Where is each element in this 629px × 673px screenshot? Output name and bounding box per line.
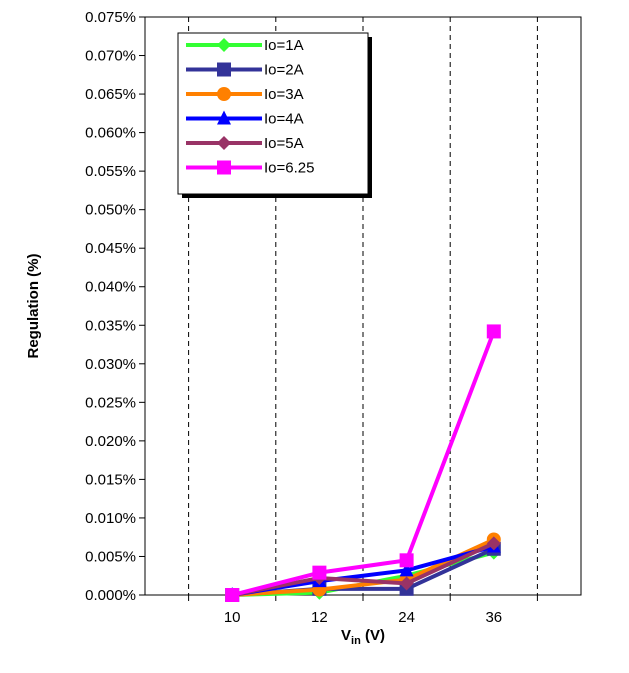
data-point — [399, 562, 414, 577]
legend-entry: Io=6.25 — [186, 160, 314, 177]
y-tick-label: 0.065% — [85, 86, 136, 103]
y-tick-label: 0.030% — [85, 356, 136, 373]
y-tick-label: 0.015% — [85, 471, 136, 488]
x-axis-title-unit: (V) — [361, 627, 385, 644]
y-axis-title: Regulation (%) — [25, 254, 42, 359]
x-axis-ticks: 10 12 24 36 — [188, 595, 538, 626]
y-tick-label: 0.050% — [85, 202, 136, 219]
legend-label: Io=6.25 — [264, 160, 314, 177]
series-line — [231, 541, 495, 597]
data-point — [399, 553, 414, 568]
y-tick-label: 0.010% — [85, 510, 136, 527]
legend-label: Io=3A — [264, 86, 304, 103]
y-tick-label: 0.045% — [85, 240, 136, 257]
data-point — [312, 565, 327, 580]
y-tick-label: 0.005% — [85, 548, 136, 565]
y-tick-label: 0.025% — [85, 394, 136, 411]
legend-entry: Io=1A — [186, 37, 304, 54]
grid-lines — [188, 17, 538, 595]
data-point — [225, 588, 240, 602]
legend-marker — [217, 62, 231, 77]
legend-marker — [217, 38, 231, 52]
legend-marker — [217, 160, 231, 175]
x-axis-title-main: V — [341, 627, 351, 644]
y-tick-label: 0.075% — [85, 9, 136, 26]
y-tick-label: 0.055% — [85, 163, 136, 180]
legend-entry: Io=5A — [186, 135, 304, 152]
data-point — [486, 536, 501, 551]
x-tick-label: 10 — [224, 609, 241, 626]
legend-marker — [217, 87, 231, 101]
y-tick-label: 0.000% — [85, 587, 136, 604]
series-6 — [225, 324, 501, 602]
y-axis-ticks: 0.000% 0.005% 0.010% 0.015% 0.020% 0.025% 0.03… — [85, 9, 145, 604]
legend-entry: Io=2A — [186, 62, 304, 79]
legend-label: Io=2A — [264, 62, 304, 79]
y-tick-label: 0.040% — [85, 279, 136, 296]
y-tick-label: 0.020% — [85, 433, 136, 450]
series-line — [231, 330, 496, 597]
legend-entry: Io=4A — [186, 110, 304, 128]
x-tick-label: 12 — [311, 609, 328, 626]
x-tick-label: 24 — [398, 609, 415, 626]
x-tick-label: 36 — [485, 609, 502, 626]
legend: Io=1A Io=2A Io=3A Io=4A Io=5A Io=6.25 — [177, 32, 372, 198]
data-point — [486, 324, 501, 339]
legend-label: Io=1A — [264, 37, 304, 54]
legend-label: Io=4A — [264, 111, 304, 128]
y-tick-label: 0.060% — [85, 125, 136, 142]
y-tick-label: 0.070% — [85, 48, 136, 65]
legend-marker — [217, 136, 231, 150]
legend-entry: Io=3A — [186, 86, 304, 103]
data-point — [399, 576, 414, 591]
legend-marker — [217, 110, 231, 125]
series-lines — [225, 324, 501, 602]
x-axis-title: Vin (V) — [341, 627, 385, 647]
legend-label: Io=5A — [264, 135, 304, 152]
y-tick-label: 0.035% — [85, 317, 136, 334]
x-axis-title-subscript: in — [351, 635, 361, 647]
